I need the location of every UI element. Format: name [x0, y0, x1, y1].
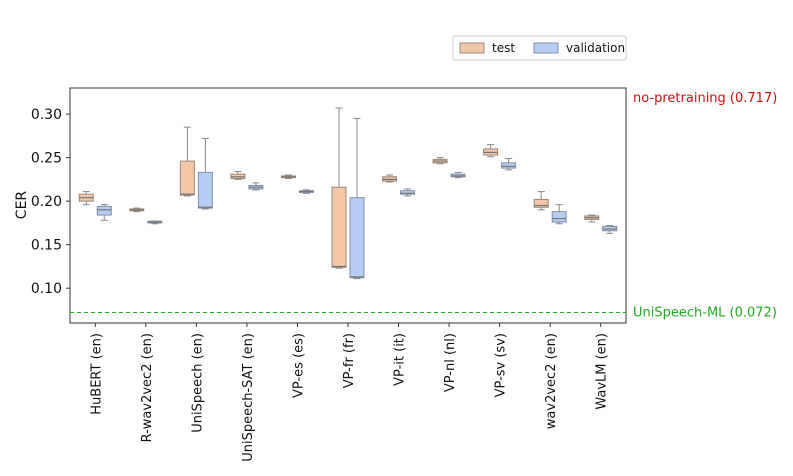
x-tick-label: VP-it (it) — [393, 333, 408, 386]
box-body — [331, 186, 347, 268]
x-tick-label: R-wav2vec2 (en) — [140, 333, 155, 442]
x-tick-label: VP-sv (sv) — [494, 333, 509, 397]
y-tick-label: 0.15 — [31, 238, 62, 254]
legend-label-test: test — [492, 41, 515, 55]
box-validation — [147, 220, 163, 225]
box-test — [179, 126, 195, 197]
reference-label-no-pretraining: no-pretraining (0.717) — [633, 91, 777, 106]
box-validation — [96, 204, 112, 221]
box-test — [331, 107, 347, 269]
y-tick-label: 0.30 — [31, 107, 62, 123]
x-tick-label: UniSpeech-SAT (en) — [241, 333, 256, 462]
box-test — [584, 214, 600, 223]
box-validation — [501, 158, 517, 171]
box-test — [533, 191, 549, 211]
box-validation — [248, 182, 264, 191]
legend-swatch-test — [459, 42, 485, 54]
box-test — [78, 191, 94, 206]
box-test — [280, 174, 296, 180]
box-body — [96, 205, 112, 216]
box-test — [129, 207, 145, 213]
x-tick-label: HuBERT (en) — [89, 333, 104, 415]
box-body — [179, 160, 195, 196]
y-ticks: 0.10 0.15 0.20 0.25 0.30 — [31, 107, 70, 297]
legend-swatch-validation — [533, 42, 559, 54]
box-body — [533, 198, 549, 208]
box-test — [230, 171, 246, 180]
box-body — [501, 162, 517, 169]
box-body — [349, 197, 365, 279]
box-test — [432, 157, 448, 165]
box-validation — [197, 137, 213, 210]
box-body — [551, 211, 567, 223]
y-axis-label: CER — [14, 191, 30, 220]
x-tick-label: VP-fr (fr) — [342, 333, 357, 388]
box-validation — [298, 189, 314, 194]
box-validation — [551, 204, 567, 225]
x-ticks: HuBERT (en) R-wav2vec2 (en) UniSpeech (en)… — [89, 323, 610, 462]
box-test — [382, 174, 398, 183]
y-tick-label: 0.25 — [31, 151, 62, 167]
y-tick-label: 0.10 — [31, 281, 62, 297]
box-validation — [602, 225, 618, 234]
x-tick-label: VP-nl (nl) — [443, 333, 458, 392]
x-tick-label: WavLM (en) — [595, 333, 610, 410]
x-tick-label: wav2vec2 (en) — [544, 333, 559, 429]
box-validation — [349, 117, 365, 280]
legend: test validation — [452, 35, 627, 61]
y-tick-label: 0.20 — [31, 194, 62, 210]
x-tick-label: VP-es (es) — [291, 333, 306, 398]
box-series — [78, 107, 618, 280]
box-body — [197, 171, 213, 209]
box-test — [483, 144, 499, 158]
x-tick-label: UniSpeech (en) — [190, 333, 205, 433]
box-validation — [450, 171, 466, 179]
box-body — [400, 190, 416, 195]
box-validation — [400, 188, 416, 197]
reference-label-unispeech-ml: UniSpeech-ML (0.072) — [633, 306, 777, 321]
legend-label-validation: validation — [566, 41, 625, 55]
